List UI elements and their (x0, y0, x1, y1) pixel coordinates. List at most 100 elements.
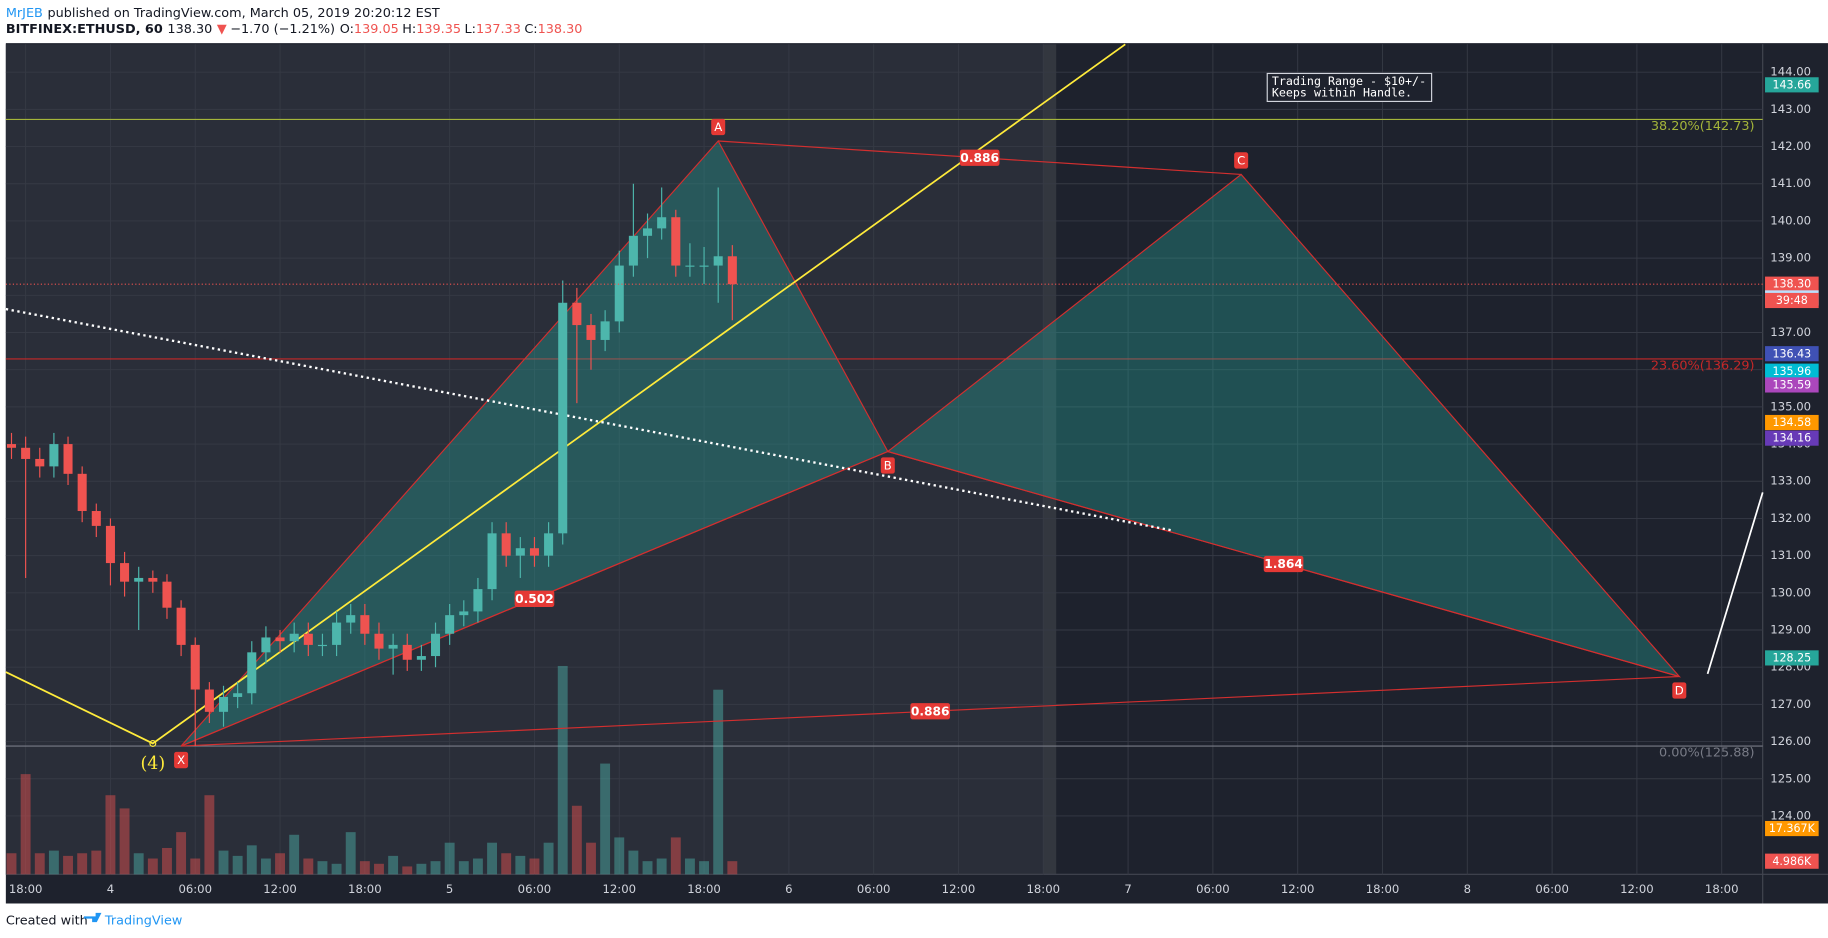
volume-bar (105, 795, 116, 875)
y-tick-label: 135.00 (1770, 399, 1811, 413)
volume-bar (458, 861, 469, 875)
ratio-box (514, 590, 555, 607)
price-tag-label: 17.367K (1769, 822, 1816, 835)
x-tick-label: 4 (107, 882, 114, 896)
volume-bar (444, 842, 455, 875)
candle-body (388, 644, 398, 649)
volume-bar (303, 858, 314, 875)
price-tag-label: 135.96 (1772, 365, 1811, 378)
volume-bar (529, 858, 540, 875)
candle-body (558, 302, 568, 534)
annotation-box (1266, 72, 1433, 103)
annotation-text: Keeps within Handle. (1272, 86, 1412, 100)
candle-body (275, 637, 285, 642)
annotation: Trading Range - $10+/- Keeps within Hand… (1266, 72, 1433, 103)
candle-body (247, 652, 257, 694)
price-tag-box (1765, 363, 1819, 379)
candle-body (586, 325, 596, 340)
volume-bar (614, 837, 625, 875)
countdown-label: 39:48 (1776, 294, 1808, 307)
candle-body (473, 589, 483, 612)
x-tick-label: 12:00 (942, 882, 976, 896)
volume-bar (260, 858, 271, 875)
y-tick-label: 127.00 (1770, 697, 1811, 711)
candle-body (544, 533, 554, 556)
candle-body (402, 644, 412, 660)
candle-body (120, 563, 130, 582)
ratio-box (910, 703, 951, 720)
candle-body (162, 581, 172, 608)
last-price: 138.30 (167, 22, 212, 37)
symbol-line: BITFINEX:ETHUSD, 60 138.30 ▼ −1.70 (−1.21%)… (6, 22, 583, 37)
x-tick-label: 06:00 (1196, 882, 1230, 896)
volume-bar (699, 861, 710, 875)
ratio-label: 0.886 (960, 151, 999, 165)
volume-bar (147, 858, 158, 875)
candle-body (628, 235, 638, 266)
candle-body (713, 256, 723, 266)
point-box (1234, 152, 1249, 169)
y-tick-label: 130.00 (1770, 585, 1811, 599)
x-tick-label: 7 (1124, 882, 1131, 896)
candle-body (105, 525, 115, 564)
volume-bar (275, 853, 285, 875)
candle-body (77, 473, 87, 512)
footer-created: Created with (6, 913, 88, 928)
ohlc-label: H: (402, 22, 416, 37)
volume-bar (571, 805, 582, 875)
candle-body (317, 644, 327, 647)
countdown-box (1765, 292, 1819, 309)
price-tag-box (1765, 346, 1819, 362)
point-label: B (884, 459, 892, 473)
candle-body (303, 633, 313, 645)
x-tick-label: 12:00 (602, 882, 636, 896)
candle-body (515, 548, 525, 556)
price-tag-label: 134.58 (1772, 416, 1811, 429)
volume-bar (133, 853, 144, 875)
candle-body (218, 696, 229, 712)
price-tag-box (1765, 414, 1819, 431)
candle-body (49, 444, 59, 467)
y-tick-label: 141.00 (1770, 176, 1811, 190)
y-tick-label: 126.00 (1770, 734, 1811, 748)
ohlc-label: C: (524, 22, 537, 37)
candle-body (487, 533, 497, 590)
volume-bar (359, 861, 370, 875)
published: published on TradingView.com, March 05, … (48, 5, 440, 20)
ratio-label: 1.864 (1264, 557, 1303, 571)
candle-body (727, 256, 737, 285)
price-tag-box (1765, 650, 1819, 666)
y-tick-label: 133.00 (1770, 474, 1811, 488)
trend-line (5, 43, 1126, 745)
candle-body (63, 444, 73, 474)
price-tag-label: 134.16 (1772, 432, 1811, 445)
volume-bar (727, 861, 738, 875)
volume-bar (713, 689, 724, 875)
point-label: A (714, 120, 722, 134)
harmonic-pattern (180, 139, 1682, 747)
volume-bar (642, 861, 653, 875)
candle-body (261, 637, 271, 653)
price-tag-label: 4.986K (1772, 855, 1812, 868)
volume-bar (656, 858, 667, 875)
price-tags: 143.66138.30137.93136.43135.96135.59134.… (1765, 77, 1819, 869)
candles (5, 183, 1763, 747)
ohlc-label: L: (465, 22, 476, 37)
x-tick-label: 18:00 (687, 882, 721, 896)
drawn-lines: (4) (5, 43, 1764, 774)
candle-body (430, 633, 441, 657)
change: −1.70 (−1.21%) (230, 22, 335, 37)
price-tag-box (1765, 820, 1819, 837)
price-tag-box (1765, 77, 1819, 93)
candle-body (233, 693, 243, 697)
volume-bar (557, 665, 568, 875)
price-tag-label: 128.25 (1772, 651, 1811, 664)
volume-bar (487, 842, 498, 875)
candle-body (600, 321, 610, 340)
volume-bar (232, 855, 243, 875)
x-tick-label: 06:00 (1535, 882, 1569, 896)
elliott-label: (4) (140, 754, 165, 774)
fib-label: 38.20%(142.73) (1651, 119, 1755, 134)
candle-body (332, 622, 342, 645)
